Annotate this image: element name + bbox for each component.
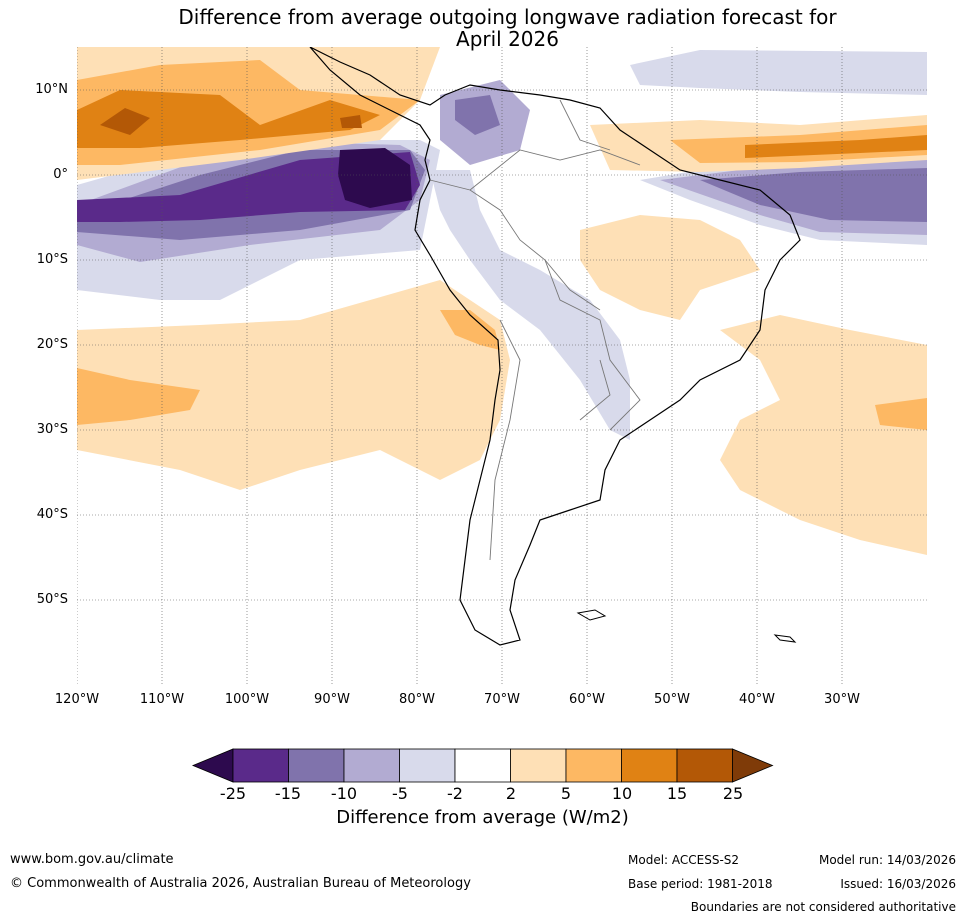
- anomaly-band-orange-peru: [440, 310, 500, 350]
- anomaly-band-orange-south: [77, 368, 200, 425]
- olr-anomaly-fields: [77, 47, 927, 555]
- footer-issued: Issued: 16/03/2026: [840, 877, 956, 891]
- colorbar-tick: -10: [330, 784, 358, 803]
- colorbar-swatch: [454, 748, 511, 783]
- lon-label-30w: 30°W: [824, 692, 860, 707]
- colorbar-tick: -5: [392, 784, 408, 803]
- colorbar-extend-low: [191, 748, 234, 783]
- anomaly-core-darkest: [338, 148, 412, 208]
- anomaly-band-light-orange-south: [77, 280, 510, 490]
- south-america-coastline: [309, 47, 801, 646]
- map-gridlines: [77, 47, 927, 685]
- colorbar-tick: 25: [722, 784, 744, 803]
- lon-label-100w: 100°W: [224, 692, 270, 707]
- footer-copyright: © Commonwealth of Australia 2026, Austra…: [10, 876, 471, 891]
- colorbar-tick: -25: [219, 784, 247, 803]
- colorbar-tick: 15: [666, 784, 688, 803]
- colorbar-tick: 2: [505, 784, 517, 803]
- colorbar-swatch: [399, 748, 456, 783]
- anomaly-band-light-purple-north: [630, 50, 927, 95]
- footer-model: Model: ACCESS-S2: [628, 853, 740, 867]
- colorbar: [191, 748, 774, 783]
- anomaly-band-dark-orange-atlantic: [745, 135, 927, 158]
- lon-label-50w: 50°W: [654, 692, 690, 707]
- lon-label-70w: 70°W: [484, 692, 520, 707]
- colorbar-swatch: [676, 748, 733, 783]
- anomaly-band-light-purple-land: [430, 170, 630, 440]
- anomaly-band-dark-orange-north: [77, 90, 380, 148]
- lon-label-60w: 60°W: [569, 692, 605, 707]
- anomaly-band-deep-purple: [77, 152, 420, 222]
- lat-label-0: 0°: [53, 167, 68, 182]
- anomaly-core-brown-north-2: [340, 115, 362, 128]
- colorbar-swatch: [621, 748, 678, 783]
- south-georgia: [773, 634, 797, 643]
- lat-label-50s: 50°S: [36, 592, 68, 607]
- lon-label-40w: 40°W: [739, 692, 775, 707]
- footer-base-period: Base period: 1981-2018: [628, 877, 773, 891]
- colorbar-swatch: [343, 748, 400, 783]
- footer-disclaimer: Boundaries are not considered authoritat…: [690, 900, 956, 914]
- lat-label-20s: 20°S: [36, 337, 68, 352]
- lat-label-30s: 30°S: [36, 422, 68, 437]
- lon-label-80w: 80°W: [399, 692, 435, 707]
- lon-label-110w: 110°W: [139, 692, 185, 707]
- colorbar-tick: 10: [611, 784, 633, 803]
- map-title-line-2: April 2026: [456, 27, 559, 51]
- anomaly-band-dark-purple-atlantic: [700, 168, 927, 222]
- lon-label-120w: 120°W: [54, 692, 100, 707]
- anomaly-band-dark-purple-colombia: [455, 95, 500, 135]
- lon-label-90w: 90°W: [314, 692, 350, 707]
- colorbar-extend-high: [732, 748, 774, 783]
- colorbar-swatch: [232, 748, 289, 783]
- anomaly-band-light-orange-southatlantic: [720, 315, 927, 555]
- colorbar-swatch: [565, 748, 622, 783]
- footer-model-run: Model run: 14/03/2026: [818, 853, 956, 867]
- country-borders: [429, 99, 641, 561]
- anomaly-core-brown-north: [100, 108, 150, 135]
- falkland-islands: [576, 609, 607, 621]
- footer-website[interactable]: www.bom.gov.au/climate: [10, 852, 174, 867]
- colorbar-tick: -2: [447, 784, 463, 803]
- lat-label-40s: 40°S: [36, 507, 68, 522]
- colorbar-swatch: [288, 748, 345, 783]
- map-plot-area: [77, 47, 927, 685]
- lat-label-10s: 10°S: [36, 252, 68, 267]
- colorbar-title: Difference from average (W/m2): [336, 807, 629, 828]
- lat-label-10n: 10°N: [35, 82, 68, 97]
- map-title-line-1: Difference from average outgoing longwav…: [178, 5, 837, 29]
- colorbar-tick: -15: [274, 784, 302, 803]
- anomaly-band-orange-southatlantic: [875, 398, 927, 430]
- anomaly-band-light-orange-brazil: [580, 215, 760, 320]
- colorbar-swatch: [510, 748, 567, 783]
- colorbar-tick: 5: [560, 784, 572, 803]
